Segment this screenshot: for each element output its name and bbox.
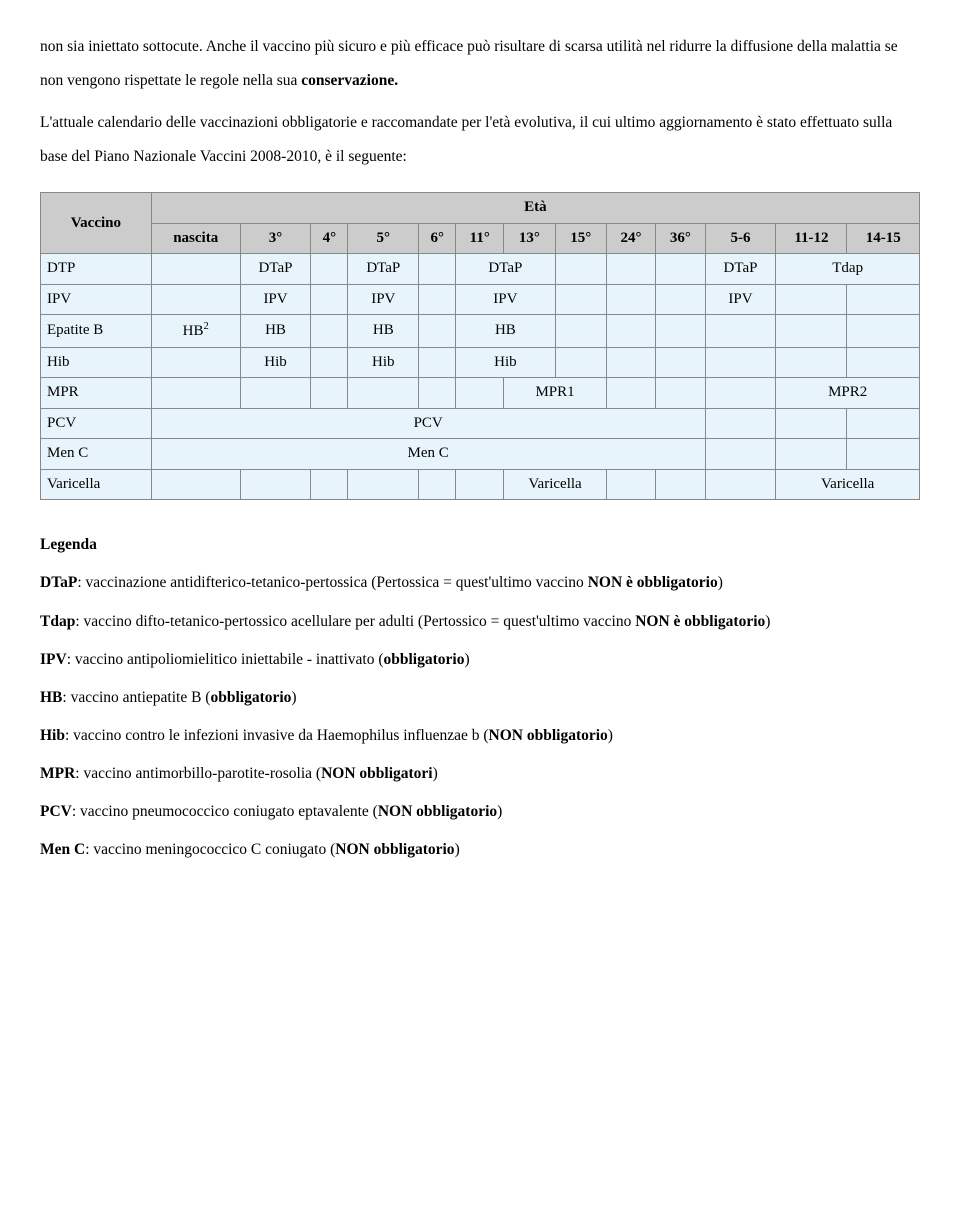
dtp-1112: Tdap — [776, 254, 920, 285]
hib-3: Hib — [240, 347, 311, 378]
mpr-span: MPR2 — [776, 378, 920, 409]
col-6: 6° — [419, 223, 456, 254]
ipv-13: IPV — [456, 284, 555, 315]
col-3: 3° — [240, 223, 311, 254]
intro-p1-text-b: conservazione. — [301, 72, 398, 89]
dtp-13: DTaP — [456, 254, 555, 285]
col-4: 4° — [311, 223, 348, 254]
table-corner: Vaccino — [41, 193, 152, 254]
var-15: Varicella — [504, 469, 607, 500]
col-5: 5° — [348, 223, 419, 254]
row-label: MPR — [41, 378, 152, 409]
pcv-span: PCV — [151, 408, 705, 439]
legend-dtap: DTaP: vaccinazione antidifterico-tetanic… — [40, 566, 920, 600]
row-label: IPV — [41, 284, 152, 315]
col-14-15: 14-15 — [847, 223, 920, 254]
row-pcv: PCV PCV — [41, 408, 920, 439]
intro-paragraph-1: non sia iniettato sottocute. Anche il va… — [40, 30, 920, 98]
legend-tdap: Tdap: vaccino difto-tetanico-pertossico … — [40, 605, 920, 639]
row-epatite-b: Epatite B HB2 HB HB HB — [41, 315, 920, 348]
hib-13: Hib — [456, 347, 555, 378]
dtp-56: DTaP — [705, 254, 776, 285]
hib-5: Hib — [348, 347, 419, 378]
legend-ipv: IPV: vaccino antipoliomielitico iniettab… — [40, 643, 920, 677]
legend-section: Legenda DTaP: vaccinazione antidifterico… — [40, 528, 920, 867]
row-ipv: IPV IPV IPV IPV IPV — [41, 284, 920, 315]
col-24: 24° — [606, 223, 655, 254]
col-11: 11° — [456, 223, 504, 254]
dtp-3: DTaP — [240, 254, 311, 285]
row-dtp: DTP DTaP DTaP DTaP DTaP Tdap — [41, 254, 920, 285]
col-15: 15° — [555, 223, 606, 254]
menc-span: Men C — [151, 439, 705, 470]
col-5-6: 5-6 — [705, 223, 776, 254]
legend-hb: HB: vaccino antiepatite B (obbligatorio) — [40, 681, 920, 715]
legend-mpr: MPR: vaccino antimorbillo-parotite-rosol… — [40, 757, 920, 791]
legend-hib: Hib: vaccino contro le infezioni invasiv… — [40, 719, 920, 753]
legend-title: Legenda — [40, 528, 920, 562]
col-36: 36° — [656, 223, 705, 254]
ipv-56: IPV — [705, 284, 776, 315]
epb-nascita: HB2 — [151, 315, 240, 348]
row-menc: Men C Men C — [41, 439, 920, 470]
legend-pcv: PCV: vaccino pneumococcico coniugato ept… — [40, 795, 920, 829]
row-mpr: MPR MPR1 MPR2 — [41, 378, 920, 409]
ipv-5: IPV — [348, 284, 419, 315]
row-label: Epatite B — [41, 315, 152, 348]
table-age-header: Età — [151, 193, 919, 224]
mpr-15: MPR1 — [504, 378, 607, 409]
col-11-12: 11-12 — [776, 223, 847, 254]
row-label: Hib — [41, 347, 152, 378]
row-label: Varicella — [41, 469, 152, 500]
var-span: Varicella — [776, 469, 920, 500]
legend-menc: Men C: vaccino meningococcico C coniugat… — [40, 833, 920, 867]
col-nascita: nascita — [151, 223, 240, 254]
epb-13: HB — [456, 315, 555, 348]
epb-3: HB — [240, 315, 311, 348]
vaccination-schedule-table: Vaccino Età nascita 3° 4° 5° 6° 11° 13° … — [40, 192, 920, 500]
row-label: PCV — [41, 408, 152, 439]
row-hib: Hib Hib Hib Hib — [41, 347, 920, 378]
row-label: DTP — [41, 254, 152, 285]
ipv-3: IPV — [240, 284, 311, 315]
dtp-5: DTaP — [348, 254, 419, 285]
row-varicella: Varicella Varicella Varicella — [41, 469, 920, 500]
col-13: 13° — [504, 223, 555, 254]
intro-paragraph-2: L'attuale calendario delle vaccinazioni … — [40, 106, 920, 174]
row-label: Men C — [41, 439, 152, 470]
epb-5: HB — [348, 315, 419, 348]
intro-p1-text-a: non sia iniettato sottocute. Anche il va… — [40, 38, 898, 89]
